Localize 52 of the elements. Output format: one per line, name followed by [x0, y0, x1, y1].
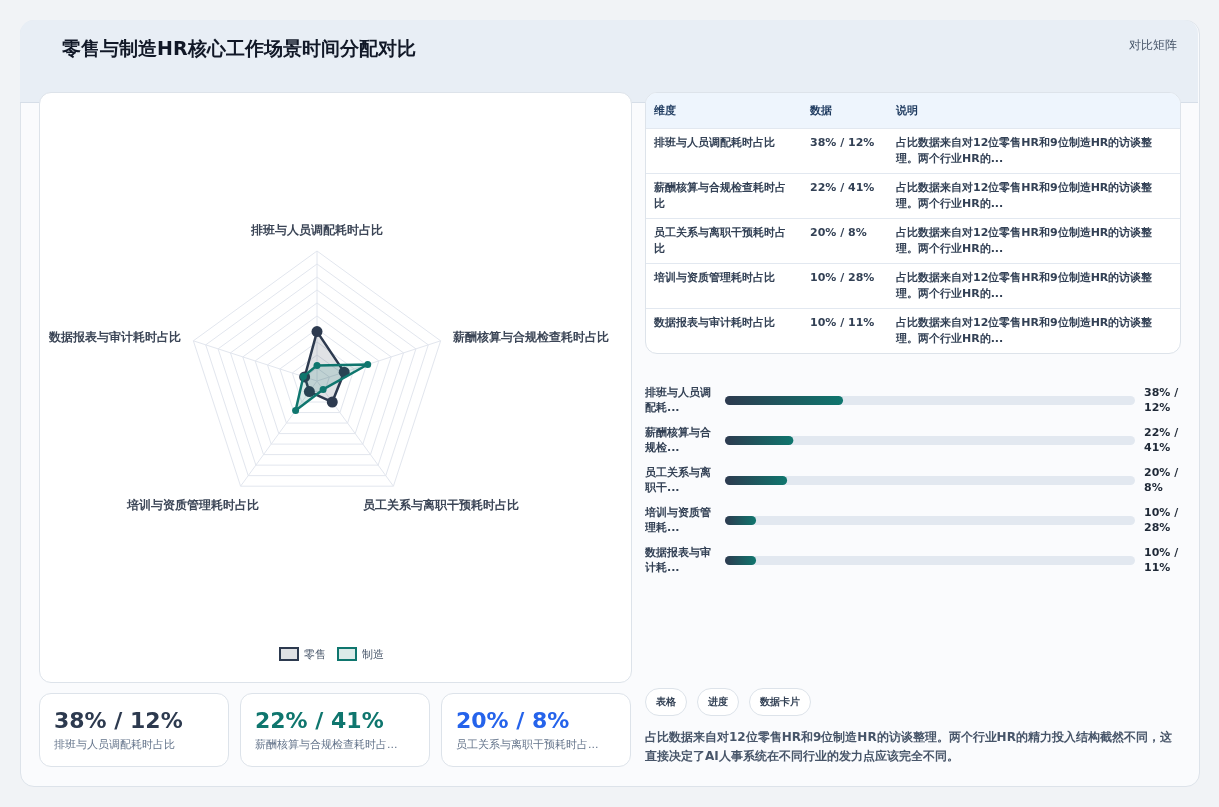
text: 数据卡片: [749, 688, 811, 716]
text: 培训与资质管理耗时占比: [646, 263, 802, 309]
text: 占比数据来自对12位零售HR和9位制造HR的访谈整理。两个行业HR的精力投入结构截然不同，这直接决定了AI人事系统在不同行业的发力点应该完全不同。: [645, 729, 1173, 765]
data-label: 10% / 28%: [1144, 506, 1180, 534]
data-label: 20% / 8%: [1144, 466, 1180, 494]
text: 维度: [646, 93, 802, 129]
text: 22% / 41%: [255, 708, 385, 733]
text: 10% / 11%: [802, 308, 888, 353]
text: 进度: [697, 688, 739, 716]
text: 说明: [888, 93, 1180, 129]
text: 员工关系与离职干预耗时占比: [646, 218, 802, 264]
text: 20% / 8%: [456, 708, 571, 733]
text: 20% / 8%: [802, 218, 888, 264]
data-label: 22% / 41%: [1144, 426, 1180, 454]
spoke-label: 培训与资质管理耗时占比: [125, 497, 259, 512]
data-label: 10% / 11%: [1144, 546, 1180, 574]
y-tick-label: 薪酬核算与合规检...: [644, 426, 712, 454]
chart-title: 零售与制造HR核心工作场景时间分配对比: [62, 36, 416, 61]
text: 占比数据来自对12位零售HR和9位制造HR的访谈整理。两个行业HR的...: [888, 218, 1180, 264]
text: 38% / 12%: [802, 128, 888, 174]
text: 10% / 28%: [802, 263, 888, 309]
spoke-label: 薪酬核算与合规检查耗时占比: [452, 329, 609, 344]
bar: [725, 436, 794, 445]
text: 占比数据来自对12位零售HR和9位制造HR的访谈整理。两个行业HR的...: [888, 263, 1180, 309]
text: 数据报表与审计耗时占比: [646, 308, 802, 353]
y-tick-label: 员工关系与离职干...: [644, 466, 711, 494]
bar: [725, 476, 788, 485]
text: 员工关系与离职干预耗时占...: [456, 737, 600, 752]
text: 占比数据来自对12位零售HR和9位制造HR的访谈整理。两个行业HR的...: [888, 308, 1180, 353]
spoke-label: 排班与人员调配耗时占比: [250, 223, 383, 237]
text: 数据: [802, 93, 888, 129]
y-tick-label: 排班与人员调配耗...: [644, 386, 711, 414]
data-label: 38% / 12%: [1144, 386, 1180, 414]
text: 排班与人员调配耗时占比: [646, 128, 802, 174]
text: 38% / 12%: [54, 708, 184, 733]
y-tick-label: 数据报表与审计耗...: [644, 546, 711, 574]
text: 占比数据来自对12位零售HR和9位制造HR的访谈整理。两个行业HR的...: [888, 128, 1180, 174]
text: 薪酬核算与合规检查耗时占...: [255, 737, 399, 752]
legend-label: 制造: [362, 648, 384, 661]
text: 22% / 41%: [802, 173, 888, 219]
y-tick-label: 培训与资质管理耗...: [644, 506, 711, 534]
text: 薪酬核算与合规检查耗时占比: [646, 173, 802, 219]
text: 排班与人员调配耗时占比: [54, 737, 176, 752]
spoke-label: 数据报表与审计耗时占比: [48, 329, 181, 344]
text: 占比数据来自对12位零售HR和9位制造HR的访谈整理。两个行业HR的...: [888, 173, 1180, 219]
bar: [725, 516, 757, 525]
bar: [725, 396, 844, 405]
legend-label: 零售: [304, 648, 326, 661]
text: 表格: [645, 688, 687, 716]
text: 对比矩阵: [1129, 37, 1177, 54]
bar: [725, 556, 757, 565]
spoke-label: 员工关系与离职干预耗时占比: [363, 497, 520, 512]
